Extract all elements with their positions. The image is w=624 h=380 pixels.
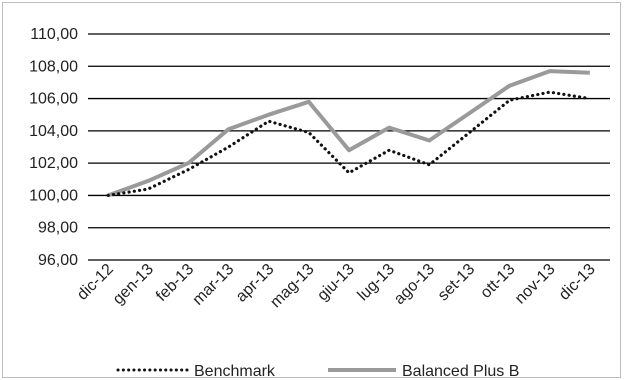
x-tick-label: giu-13 xyxy=(314,261,358,305)
x-tick-label: mar-13 xyxy=(190,261,238,309)
y-tick-label: 96,00 xyxy=(38,252,78,269)
x-tick-label: gen-13 xyxy=(110,261,157,308)
x-axis-tick-labels: dic-12gen-13feb-13mar-13apr-13mag-13giu-… xyxy=(74,261,599,311)
y-axis-tick-labels: 96,00 98,00 100,00 102,00 104,00 106,00 108,00… xyxy=(29,26,78,269)
series-line-benchmark xyxy=(106,90,592,197)
legend-label-balanced-plus-b: Balanced Plus B xyxy=(402,363,519,380)
y-tick-label: 98,00 xyxy=(38,220,78,237)
x-tick-label: set-13 xyxy=(435,261,479,305)
y-tick-label: 108,00 xyxy=(29,58,78,75)
x-tick-label: nov-13 xyxy=(512,261,559,308)
y-tick-label: 104,00 xyxy=(29,123,78,140)
gridlines xyxy=(88,33,610,261)
y-tick-label: 110,00 xyxy=(30,26,78,43)
x-tick-label: mag-13 xyxy=(267,261,317,311)
series-line-balanced-plus-b xyxy=(107,69,590,198)
y-tick-label: 100,00 xyxy=(29,187,78,204)
y-tick-label: 106,00 xyxy=(29,91,78,108)
legend-label-benchmark: Benchmark xyxy=(194,363,276,380)
series-lines xyxy=(106,69,592,198)
legend: Benchmark Balanced Plus B xyxy=(116,363,519,380)
y-tick-label: 102,00 xyxy=(29,155,78,172)
x-tick-label: dic-13 xyxy=(556,261,599,304)
x-tick-label: ago-13 xyxy=(391,261,438,308)
